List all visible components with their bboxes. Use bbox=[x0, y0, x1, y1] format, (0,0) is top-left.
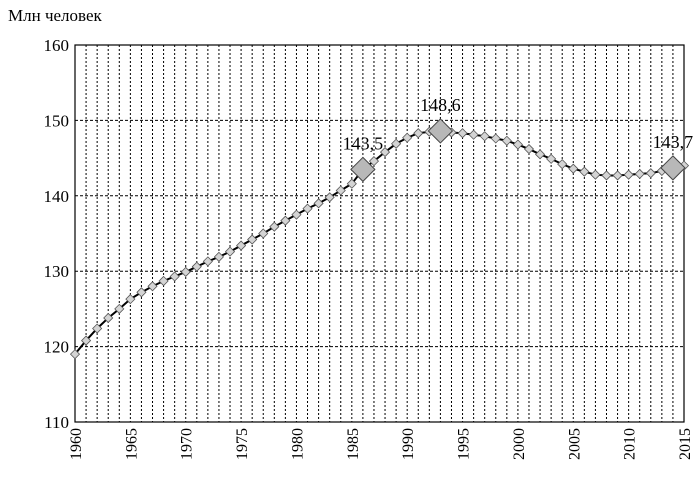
x-tick-label: 2010 bbox=[622, 428, 639, 460]
data-point-marker bbox=[523, 143, 535, 155]
data-point-marker bbox=[158, 275, 169, 287]
data-point-marker bbox=[81, 335, 92, 346]
data-point-marker bbox=[125, 294, 136, 305]
data-point-marker bbox=[623, 169, 634, 180]
data-point-marker bbox=[557, 159, 568, 170]
highlight-value-label: 148,6 bbox=[420, 95, 461, 115]
data-point-marker bbox=[645, 168, 656, 179]
x-tick-label: 1975 bbox=[234, 428, 251, 460]
data-point-marker bbox=[324, 192, 335, 203]
plot-frame bbox=[74, 44, 685, 423]
highlight-point-marker bbox=[427, 118, 454, 144]
data-point-marker bbox=[568, 163, 579, 174]
highlight-value-label: 143,7 bbox=[653, 132, 694, 152]
data-point-marker bbox=[634, 168, 645, 179]
y-axis-title: Млн человек bbox=[8, 6, 102, 25]
y-tick-label: 140 bbox=[44, 187, 70, 206]
highlight-value-label: 143,5 bbox=[343, 133, 384, 153]
data-point-marker bbox=[313, 198, 324, 209]
x-tick-label: 1985 bbox=[345, 428, 362, 460]
x-tick-label: 1990 bbox=[400, 428, 417, 460]
data-point-marker bbox=[291, 209, 302, 220]
data-point-marker bbox=[468, 129, 479, 140]
x-tick-label: 1980 bbox=[289, 428, 306, 460]
data-point-marker bbox=[103, 312, 114, 324]
data-point-marker bbox=[69, 349, 81, 360]
x-tick-label: 2000 bbox=[511, 428, 528, 460]
data-point-marker bbox=[258, 228, 269, 239]
y-tick-label: 160 bbox=[44, 36, 70, 55]
data-point-marker bbox=[379, 147, 391, 158]
data-point-marker bbox=[346, 178, 357, 189]
data-point-marker bbox=[512, 139, 523, 150]
data-point-marker bbox=[302, 203, 313, 214]
population-series-line bbox=[74, 129, 685, 355]
data-point-marker bbox=[590, 169, 601, 180]
data-point-marker bbox=[280, 215, 291, 226]
data-point-marker bbox=[114, 303, 125, 314]
y-tick-label: 120 bbox=[44, 338, 70, 357]
data-point-marker bbox=[368, 156, 380, 167]
data-point-marker bbox=[457, 128, 468, 139]
data-point-marker bbox=[546, 153, 557, 164]
data-point-marker bbox=[402, 132, 413, 143]
data-point-marker bbox=[534, 149, 546, 160]
data-point-marker bbox=[136, 287, 147, 298]
data-point-marker bbox=[224, 246, 236, 257]
data-point-marker bbox=[335, 185, 346, 196]
data-point-marker bbox=[269, 221, 280, 232]
data-point-marker bbox=[180, 266, 191, 278]
x-tick-label: 1965 bbox=[123, 428, 140, 460]
x-tick-label: 2015 bbox=[677, 428, 694, 460]
data-point-marker bbox=[169, 271, 180, 282]
data-point-marker bbox=[501, 135, 512, 146]
y-tick-label: 150 bbox=[44, 111, 70, 130]
data-point-marker bbox=[391, 138, 402, 149]
data-point-marker bbox=[601, 170, 612, 181]
data-point-marker bbox=[479, 131, 490, 142]
x-tick-label: 1995 bbox=[456, 428, 473, 460]
y-tick-label: 110 bbox=[44, 413, 69, 432]
x-tick-label: 2005 bbox=[566, 428, 583, 460]
x-tick-label: 1960 bbox=[68, 428, 85, 460]
data-point-marker bbox=[92, 323, 103, 334]
y-tick-label: 130 bbox=[44, 262, 70, 281]
data-point-marker bbox=[213, 251, 225, 262]
x-tick-label: 1970 bbox=[179, 428, 196, 460]
data-point-marker bbox=[579, 166, 590, 177]
data-point-marker bbox=[202, 256, 213, 267]
data-point-marker bbox=[147, 281, 158, 292]
data-point-marker bbox=[413, 128, 424, 139]
data-point-marker bbox=[236, 240, 247, 251]
highlight-point-marker bbox=[660, 155, 686, 181]
data-point-marker bbox=[191, 261, 202, 272]
highlight-point-marker bbox=[350, 156, 376, 183]
data-point-marker bbox=[247, 234, 258, 245]
data-point-marker bbox=[490, 133, 501, 144]
data-point-marker bbox=[612, 170, 623, 181]
